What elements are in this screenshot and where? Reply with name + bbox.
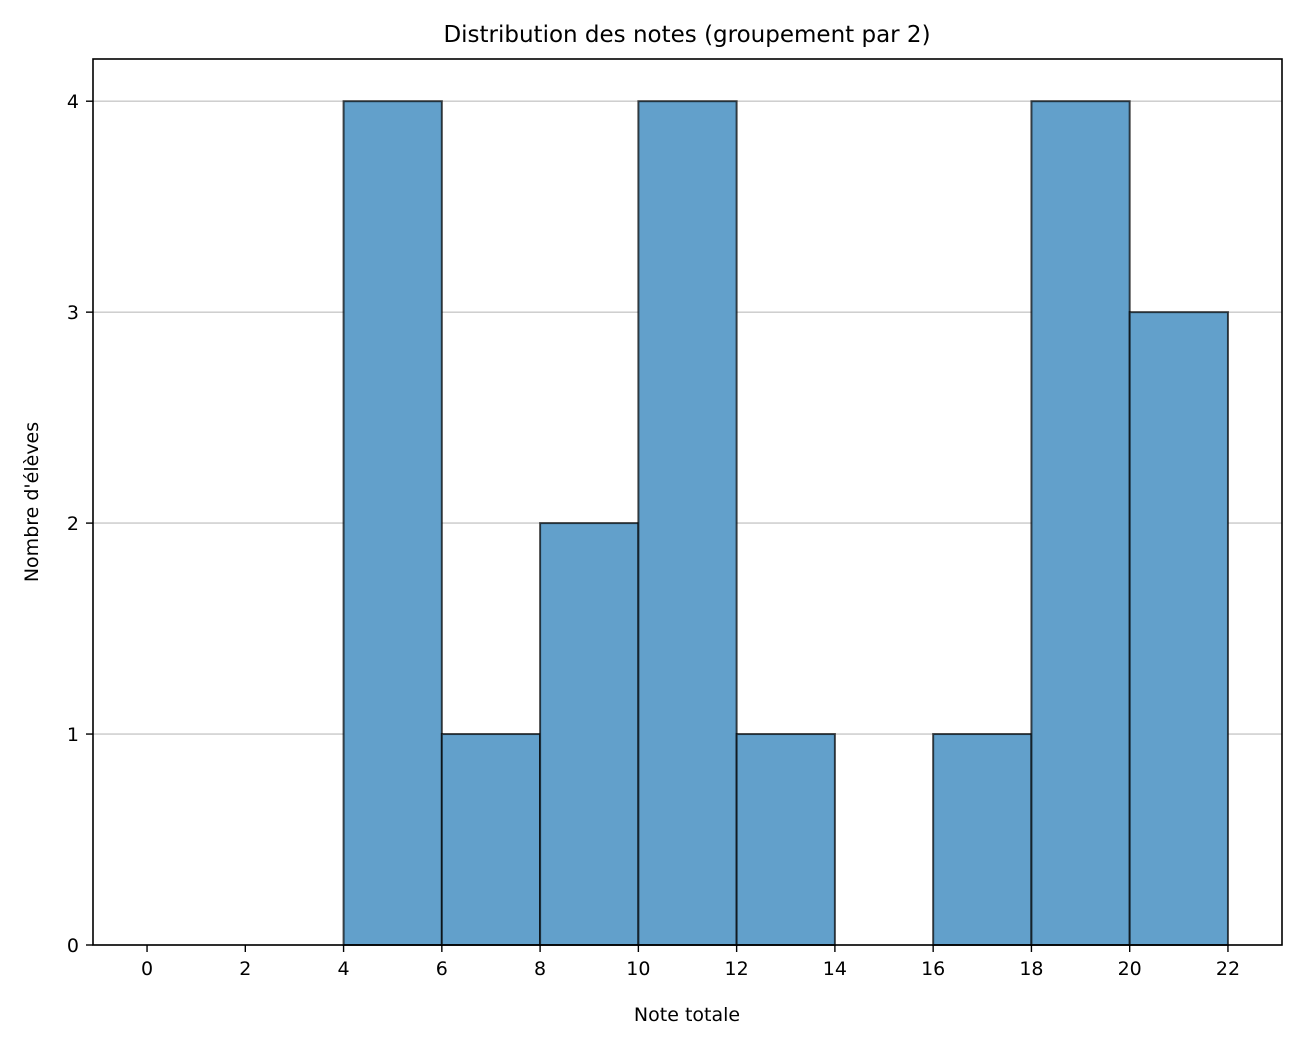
bar-layer [342, 100, 1229, 946]
y-tick-label: 3 [67, 302, 79, 324]
x-tick-label: 20 [1118, 958, 1142, 980]
x-tick-label: 10 [626, 958, 650, 980]
histogram-bar [539, 522, 640, 946]
y-tick-label: 0 [67, 935, 79, 957]
y-tick-label: 2 [67, 513, 79, 535]
histogram-bar [1030, 100, 1131, 946]
histogram-bar [1128, 311, 1229, 946]
x-tick-label: 12 [725, 958, 749, 980]
histogram-bar [342, 100, 443, 946]
x-axis-label: Note totale [634, 1004, 740, 1026]
x-tick-label: 4 [338, 958, 350, 980]
x-tick-label: 6 [436, 958, 448, 980]
x-tick-label: 8 [534, 958, 546, 980]
y-tick-label: 4 [67, 91, 79, 113]
x-tick-label: 2 [239, 958, 251, 980]
x-tick-label: 14 [823, 958, 847, 980]
histogram-bar [440, 733, 542, 946]
plot-frame [92, 58, 1283, 946]
axes-layer [92, 58, 1283, 946]
x-tick-label: 0 [141, 958, 153, 980]
x-tick-label: 16 [921, 958, 945, 980]
y-tick-label: 1 [67, 724, 79, 746]
histogram-bar [932, 733, 1033, 946]
x-tick-label: 18 [1019, 958, 1043, 980]
y-axis-label: Nombre d'élèves [21, 422, 43, 582]
chart-title: Distribution des notes (groupement par 2… [443, 22, 930, 48]
x-tick-label: 22 [1216, 958, 1240, 980]
histogram-bar [637, 100, 738, 946]
histogram-bar [735, 733, 836, 946]
